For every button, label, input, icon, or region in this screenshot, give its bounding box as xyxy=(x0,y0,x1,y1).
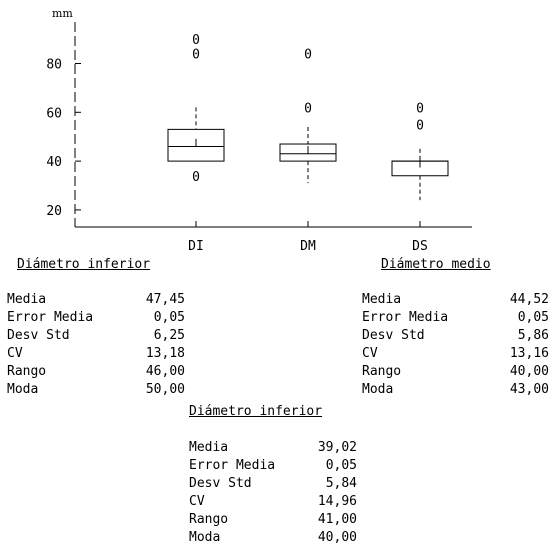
stat-value: 13,18 xyxy=(145,346,185,361)
outlier-di-0: 0 xyxy=(192,170,200,185)
stat-value: 0,05 xyxy=(325,458,357,473)
stat-row-desv-std: Desv Std 6,25 xyxy=(7,327,185,345)
stat-label: Error Media xyxy=(362,310,449,325)
stat-value: 0,05 xyxy=(517,310,549,325)
stat-row-error-media: Error Media 0,05 xyxy=(362,309,549,327)
stat-value: 41,00 xyxy=(317,512,357,527)
stat-row-moda: Moda 50,00 xyxy=(7,381,185,399)
stat-label: Rango xyxy=(7,364,47,379)
stat-value: 6,25 xyxy=(153,328,185,343)
stats-title-diametro-inferior: Diámetro inferior xyxy=(17,257,151,272)
outlier-di-2: 0 xyxy=(192,33,200,48)
y-tick-label-80: 80 xyxy=(46,57,62,72)
stat-row-cv: CV 13,18 xyxy=(7,345,185,363)
stat-label: CV xyxy=(189,494,205,509)
x-tick-label-di: DI xyxy=(188,239,204,250)
stat-row-rango: Rango 41,00 xyxy=(189,511,357,529)
stat-row-error-media: Error Media 0,05 xyxy=(189,457,357,475)
stat-value: 5,84 xyxy=(325,476,357,491)
stat-label: Moda xyxy=(189,530,221,545)
stat-value: 13,16 xyxy=(509,346,549,361)
stat-row-media: Media 39,02 xyxy=(189,439,357,457)
stat-value: 39,02 xyxy=(317,440,357,455)
stats-title-diametro-medio: Diámetro medio xyxy=(381,257,491,272)
stat-label: CV xyxy=(7,346,23,361)
stat-row-cv: CV 13,16 xyxy=(362,345,549,363)
y-tick-label-20: 20 xyxy=(46,204,62,219)
y-tick-label-60: 60 xyxy=(46,106,62,121)
stat-row-rango: Rango 40,00 xyxy=(362,363,549,381)
stat-label: Desv Std xyxy=(7,328,70,343)
stat-row-error-media: Error Media 0,05 xyxy=(7,309,185,327)
stat-row-desv-std: Desv Std 5,84 xyxy=(189,475,357,493)
y-tick-label-40: 40 xyxy=(46,155,62,170)
stat-value: 14,96 xyxy=(317,494,357,509)
x-tick-label-ds: DS xyxy=(412,239,428,250)
stat-value: 50,00 xyxy=(145,382,185,397)
stat-row-rango: Rango 46,00 xyxy=(7,363,185,381)
stat-label: Moda xyxy=(7,382,39,397)
stat-value: 46,00 xyxy=(145,364,185,379)
stat-label: Media xyxy=(189,440,229,455)
stat-row-moda: Moda 43,00 xyxy=(362,381,549,399)
stats-table-diametro-medio: Media 44,52 Error Media 0,05 Desv Std 5,86 CV 1… xyxy=(362,291,549,399)
stat-label: Moda xyxy=(362,382,394,397)
stat-label: Desv Std xyxy=(362,328,425,343)
outlier-ds-1: 0 xyxy=(416,101,424,116)
stats-table-diametro-inferior: Media 47,45 Error Media 0,05 Desv Std 6,25 CV 1… xyxy=(7,291,185,399)
stats-table-diametro-superior: Media 39,02 Error Media 0,05 Desv Std 5,84 CV 1… xyxy=(189,439,357,547)
stat-value: 44,52 xyxy=(509,292,549,307)
stats-title-diametro-superior: Diámetro inferior xyxy=(189,404,323,419)
box-di xyxy=(167,128,225,162)
stat-label: Desv Std xyxy=(189,476,252,491)
stat-label: Media xyxy=(362,292,402,307)
stat-value: 5,86 xyxy=(517,328,549,343)
stat-label: Rango xyxy=(362,364,402,379)
box-dm xyxy=(279,143,337,162)
x-tick-label-dm: DM xyxy=(300,239,316,250)
outlier-dm-0: 0 xyxy=(304,101,312,116)
stat-value: 47,45 xyxy=(145,292,185,307)
stat-row-moda: Moda 40,00 xyxy=(189,529,357,547)
stat-value: 40,00 xyxy=(317,530,357,545)
stat-label: Rango xyxy=(189,512,229,527)
outlier-dm-1: 0 xyxy=(304,48,312,63)
outlier-di-1: 0 xyxy=(192,48,200,63)
stat-value: 0,05 xyxy=(153,310,185,325)
stat-label: Media xyxy=(7,292,47,307)
stat-row-media: Media 44,52 xyxy=(362,291,549,309)
stat-label: Error Media xyxy=(189,458,276,473)
stat-row-desv-std: Desv Std 5,86 xyxy=(362,327,549,345)
stat-row-media: Media 47,45 xyxy=(7,291,185,309)
outlier-ds-0: 0 xyxy=(416,119,424,134)
y-axis-label: mm xyxy=(52,7,73,20)
stat-label: Error Media xyxy=(7,310,94,325)
stat-value: 40,00 xyxy=(509,364,549,379)
stat-label: CV xyxy=(362,346,378,361)
stat-value: 43,00 xyxy=(509,382,549,397)
stat-row-cv: CV 14,96 xyxy=(189,493,357,511)
